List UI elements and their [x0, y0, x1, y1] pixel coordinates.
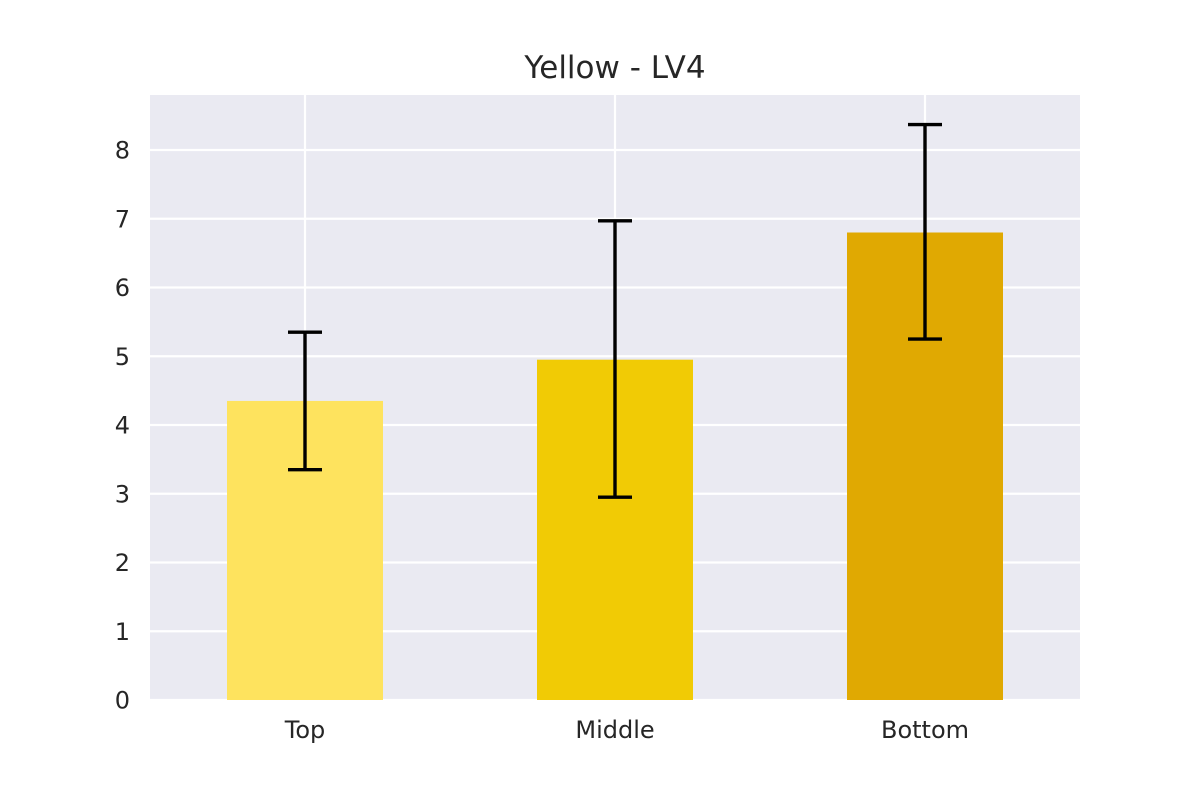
error-bars [288, 122, 942, 499]
chart-title: Yellow - LV4 [523, 50, 705, 86]
y-tick-label: 6 [115, 274, 130, 302]
y-tick-label: 8 [115, 137, 130, 165]
x-tick-label-bottom: Bottom [881, 716, 969, 744]
y-tick-label: 2 [115, 549, 130, 577]
error-bar-top [288, 330, 322, 472]
y-tick-label: 7 [115, 205, 130, 233]
y-tick-label: 1 [115, 618, 130, 646]
y-tick-label: 4 [115, 412, 130, 440]
error-bar-middle [598, 219, 632, 499]
error-bar-bottom [908, 122, 942, 341]
y-tick-label: 3 [115, 480, 130, 508]
y-tick-label: 0 [115, 687, 130, 715]
x-tick-labels: Top Middle Bottom [284, 716, 969, 744]
x-tick-label-top: Top [284, 716, 326, 744]
bars [227, 232, 1003, 700]
x-tick-label-middle: Middle [575, 716, 654, 744]
y-tick-label: 5 [115, 343, 130, 371]
y-tick-labels: 0 1 2 3 4 5 6 7 8 [115, 137, 130, 715]
